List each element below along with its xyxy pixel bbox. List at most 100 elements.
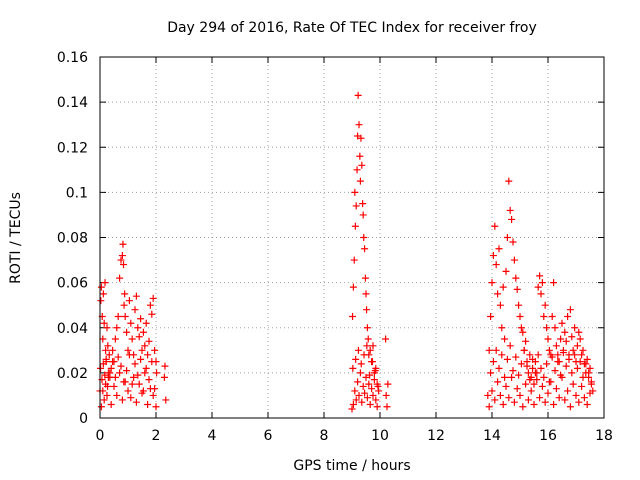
data-point <box>361 389 369 397</box>
data-point <box>148 310 156 318</box>
data-point <box>142 364 150 372</box>
data-point <box>102 346 110 354</box>
data-point <box>573 364 581 372</box>
data-point <box>357 134 365 142</box>
data-point <box>110 382 118 390</box>
data-point <box>148 358 156 366</box>
data-point <box>373 403 381 411</box>
data-point <box>349 312 357 320</box>
data-point <box>569 346 577 354</box>
data-point <box>354 91 362 99</box>
data-point <box>583 400 591 408</box>
data-point <box>516 391 524 399</box>
data-point <box>128 380 136 388</box>
data-point <box>358 398 366 406</box>
data-point <box>564 387 572 395</box>
data-point <box>97 403 105 411</box>
data-point <box>526 351 534 359</box>
data-point <box>485 403 493 411</box>
data-point <box>566 306 574 314</box>
x-tick-label: 6 <box>264 428 273 444</box>
data-point <box>530 380 538 388</box>
data-point <box>139 387 147 395</box>
data-point <box>124 346 132 354</box>
data-point <box>509 367 517 375</box>
data-point <box>568 333 576 341</box>
data-point <box>124 387 132 395</box>
data-point <box>552 342 560 350</box>
data-point <box>551 367 559 375</box>
data-point <box>349 364 357 372</box>
data-point <box>145 337 153 345</box>
data-point <box>111 373 119 381</box>
axis-ticks: 0 2 4 6 8 10 12 14 16 18 0 0.02 0.04 0.06 0.08 0.1 0.12 0… <box>57 50 613 444</box>
data-point <box>561 396 569 404</box>
data-point <box>576 358 584 366</box>
x-tick-label: 16 <box>539 428 557 444</box>
y-tick-label: 0.1 <box>66 185 88 201</box>
data-point <box>361 274 369 282</box>
data-point <box>561 328 569 336</box>
data-point <box>383 403 391 411</box>
data-point <box>545 378 553 386</box>
data-point <box>506 342 514 350</box>
data-point <box>153 369 161 377</box>
data-point <box>578 382 586 390</box>
data-point <box>102 355 110 363</box>
data-point <box>499 283 507 291</box>
data-point <box>575 328 583 336</box>
data-point <box>99 360 107 368</box>
data-point <box>144 351 152 359</box>
data-point <box>569 380 577 388</box>
data-point <box>141 369 149 377</box>
grid-lines <box>100 57 604 418</box>
data-point <box>517 324 525 332</box>
data-point <box>499 400 507 408</box>
data-point <box>139 328 147 336</box>
data-point <box>369 391 377 399</box>
data-point <box>149 294 157 302</box>
x-tick-label: 18 <box>595 428 613 444</box>
data-point <box>354 378 362 386</box>
x-tick-label: 8 <box>320 428 329 444</box>
data-point <box>117 256 125 264</box>
data-point <box>120 378 128 386</box>
data-point <box>382 335 390 343</box>
data-point <box>135 333 143 341</box>
data-point <box>487 369 495 377</box>
y-tick-label: 0.02 <box>57 366 88 382</box>
data-point <box>109 358 117 366</box>
data-point <box>363 324 371 332</box>
data-points <box>96 91 597 413</box>
data-point <box>488 279 496 287</box>
data-point <box>384 380 392 388</box>
data-point <box>372 396 380 404</box>
data-point <box>587 380 595 388</box>
data-point <box>544 389 552 397</box>
data-point <box>359 382 367 390</box>
x-tick-label: 4 <box>208 428 217 444</box>
data-point <box>107 400 115 408</box>
data-point <box>119 240 127 248</box>
data-point <box>491 222 499 230</box>
data-point <box>513 385 521 393</box>
y-tick-label: 0.08 <box>57 231 88 247</box>
x-tick-label: 14 <box>483 428 501 444</box>
data-point <box>579 373 587 381</box>
data-point <box>120 261 128 269</box>
data-point <box>562 362 570 370</box>
data-point <box>145 376 153 384</box>
data-point <box>579 346 587 354</box>
data-point <box>350 256 358 264</box>
data-point <box>529 355 537 363</box>
data-point <box>103 391 111 399</box>
data-point <box>515 371 523 379</box>
data-point <box>116 369 124 377</box>
data-point <box>573 342 581 350</box>
data-point <box>571 351 579 359</box>
data-point <box>97 297 105 305</box>
data-point <box>543 360 551 368</box>
data-point <box>524 369 532 377</box>
data-point <box>99 290 107 298</box>
